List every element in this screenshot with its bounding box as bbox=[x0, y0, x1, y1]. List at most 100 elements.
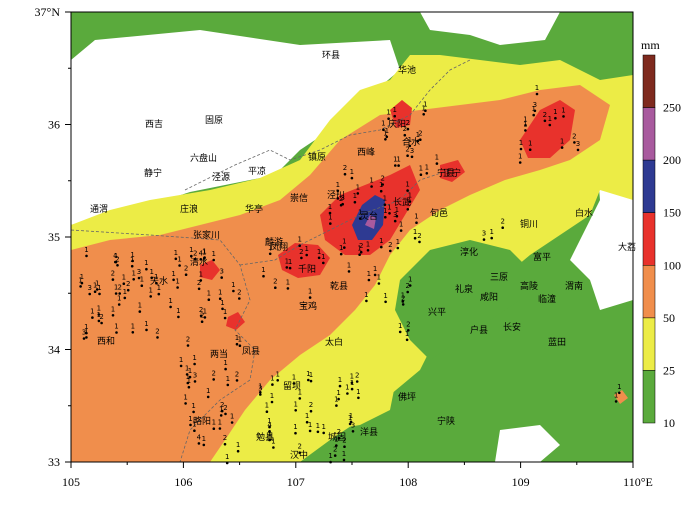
station-marker: 1 bbox=[423, 101, 428, 112]
station-marker: 1 bbox=[561, 106, 566, 118]
station-value: 1 bbox=[97, 305, 101, 313]
station-value: 1 bbox=[560, 138, 564, 146]
station-value: 2 bbox=[220, 401, 224, 409]
station-dot bbox=[197, 442, 201, 445]
station-value: 1 bbox=[328, 203, 332, 211]
station-marker: 1 bbox=[149, 268, 154, 280]
station-marker: 1 bbox=[398, 322, 402, 334]
x-tick-105: 105 bbox=[62, 475, 80, 489]
station-dot bbox=[80, 281, 84, 285]
station-dot bbox=[406, 189, 409, 192]
station-marker: 1 bbox=[176, 307, 181, 319]
station-value: 1 bbox=[144, 259, 148, 267]
station-dot bbox=[398, 330, 402, 334]
station-marker: 1 bbox=[419, 165, 423, 176]
station-marker: 1 bbox=[336, 188, 340, 200]
station-value: 2 bbox=[199, 306, 203, 314]
station-value: 1 bbox=[383, 195, 387, 203]
station-dot bbox=[117, 303, 121, 306]
station-value: 1 bbox=[350, 168, 354, 176]
station-marker: 1 bbox=[188, 415, 193, 427]
station-value: 1 bbox=[202, 435, 206, 443]
station-value: 2 bbox=[237, 289, 241, 297]
station-value: 1 bbox=[218, 419, 222, 427]
station-dot bbox=[238, 344, 242, 348]
station-marker: 3 bbox=[533, 101, 537, 113]
station-value: 1 bbox=[80, 273, 84, 281]
city-label: 乾县 bbox=[330, 280, 348, 292]
station-marker: 1 bbox=[406, 199, 410, 211]
station-marker: 1 bbox=[379, 181, 383, 193]
station-value: 1 bbox=[186, 373, 190, 381]
station-dot bbox=[79, 285, 82, 288]
station-value: 1 bbox=[203, 307, 207, 315]
city-label: 庆阳 bbox=[388, 118, 406, 130]
station-marker: 3 bbox=[410, 147, 414, 159]
station-dot bbox=[206, 395, 210, 399]
station-marker: 2 bbox=[543, 111, 547, 123]
station-dot bbox=[95, 288, 99, 291]
station-dot bbox=[138, 310, 142, 313]
station-value: 1 bbox=[236, 441, 240, 449]
station-marker: 2 bbox=[220, 401, 224, 413]
station-value: 2 bbox=[572, 132, 576, 140]
station-value: 1 bbox=[157, 284, 161, 292]
city-label: 平凉 bbox=[248, 165, 266, 177]
colorbar-segment bbox=[642, 265, 656, 319]
station-dot bbox=[274, 286, 277, 290]
station-value: 1 bbox=[212, 419, 216, 427]
station-dot bbox=[343, 172, 347, 176]
station-value: 1 bbox=[356, 183, 360, 191]
station-dot bbox=[177, 315, 180, 319]
station-value: 1 bbox=[288, 258, 292, 266]
station-dot bbox=[259, 391, 262, 394]
station-dot bbox=[573, 141, 576, 144]
station-value: 1 bbox=[423, 101, 427, 109]
station-value: 1 bbox=[377, 274, 381, 282]
station-marker: 1 bbox=[175, 278, 180, 289]
station-value: 1 bbox=[338, 376, 342, 384]
station-marker: 1 bbox=[435, 154, 439, 165]
station-value: 1 bbox=[350, 373, 354, 381]
station-marker: 1 bbox=[191, 402, 196, 414]
station-marker: 2 bbox=[405, 282, 410, 294]
station-value: 1 bbox=[188, 415, 192, 423]
city-label: 天水 bbox=[150, 275, 168, 287]
station-value: 1 bbox=[367, 270, 371, 278]
station-marker: 1 bbox=[258, 382, 263, 394]
city-label: 宁陕 bbox=[437, 415, 455, 427]
station-dot bbox=[224, 412, 227, 416]
city-label: 长武 bbox=[393, 196, 411, 208]
station-dot bbox=[118, 292, 121, 295]
station-dot bbox=[388, 212, 391, 215]
station-dot bbox=[200, 320, 204, 324]
station-dot bbox=[179, 364, 183, 368]
station-marker: 3 bbox=[219, 268, 224, 279]
station-dot bbox=[88, 292, 91, 296]
station-dot bbox=[226, 383, 230, 387]
city-label: 城固 bbox=[328, 432, 346, 443]
station-marker: 1 bbox=[413, 228, 417, 240]
colorbar-segment bbox=[642, 54, 656, 108]
province-boundary-west bbox=[71, 229, 256, 462]
station-dot bbox=[294, 409, 298, 412]
station-marker: 3 bbox=[193, 371, 197, 383]
station-value: 2 bbox=[299, 248, 303, 256]
city-label: 汉中 bbox=[290, 449, 308, 461]
station-value: 3 bbox=[137, 268, 141, 276]
station-marker: 2 bbox=[333, 446, 337, 457]
station-dot bbox=[422, 113, 426, 116]
station-value: 1 bbox=[399, 221, 403, 229]
station-value: 2 bbox=[155, 327, 159, 335]
no-rain-northeast bbox=[420, 12, 560, 45]
city-label: 三原 bbox=[490, 272, 508, 283]
colorbar-segment bbox=[642, 107, 656, 161]
station-dot bbox=[212, 378, 215, 381]
station-value: 2 bbox=[223, 434, 227, 442]
x-tick-108: 108 bbox=[399, 475, 417, 489]
station-value: 1 bbox=[131, 269, 135, 277]
station-dot bbox=[370, 185, 373, 188]
station-marker: 1 bbox=[212, 419, 216, 431]
station-marker: 1 bbox=[523, 115, 528, 127]
station-value: 1 bbox=[396, 156, 400, 164]
